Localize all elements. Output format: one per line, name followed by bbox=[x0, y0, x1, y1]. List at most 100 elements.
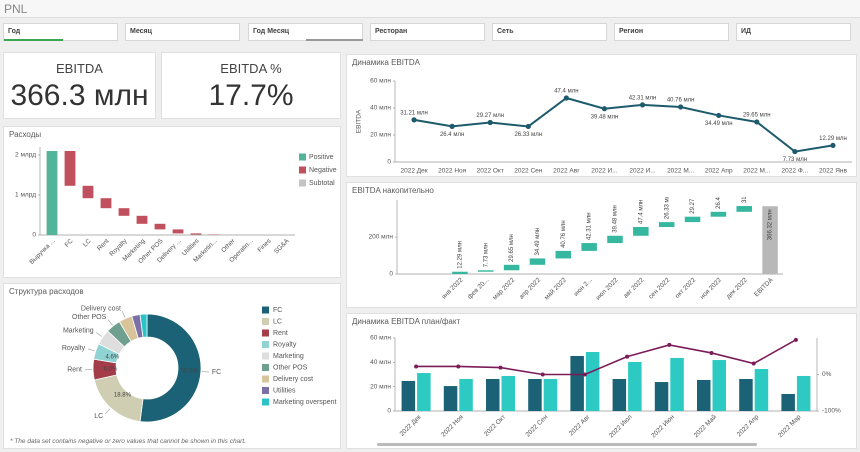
legend-label: Utilities bbox=[273, 387, 296, 394]
legend-swatch bbox=[262, 341, 269, 348]
x-tick-label: дек 2022 bbox=[725, 276, 749, 300]
x-tick-label: 2022 Июн bbox=[650, 413, 676, 439]
data-label: 7.73 млн bbox=[783, 157, 807, 163]
chart: 50.5% FC FC 18.8% LC LC 6.0% Rent Rent 4.6% Royalt… bbox=[62, 305, 336, 423]
bar bbox=[658, 222, 675, 227]
legend-swatch bbox=[299, 153, 306, 161]
data-label: 31.21 млн bbox=[400, 110, 428, 116]
y-tick-label: 0 bbox=[387, 159, 391, 166]
point bbox=[540, 372, 545, 377]
data-label: 7.73 млн bbox=[483, 243, 489, 267]
filter-label: Регион bbox=[619, 28, 644, 35]
chart: 0 20 млн 40 млн 60 млн 0% -100% 2022 Дек 2022 Н… bbox=[370, 335, 841, 440]
filter-label: Год Месяц bbox=[253, 28, 290, 35]
bar bbox=[417, 373, 431, 411]
data-label: 18.8% bbox=[114, 393, 132, 399]
point bbox=[716, 112, 722, 119]
filter[interactable]: Ресторан bbox=[370, 23, 485, 41]
x-tick-label: 2022 Сен bbox=[524, 413, 549, 438]
bar bbox=[459, 379, 473, 411]
point bbox=[830, 142, 836, 149]
data-label: 366.32 млн bbox=[768, 209, 774, 240]
legend-swatch bbox=[262, 329, 269, 337]
bar bbox=[628, 361, 642, 411]
bar bbox=[529, 258, 546, 265]
y-tick-label: 60 млн bbox=[370, 78, 391, 85]
y-tick-label: 0 bbox=[32, 232, 36, 239]
legend-swatch bbox=[262, 387, 269, 394]
leader-line bbox=[105, 408, 111, 415]
filter[interactable]: Год Месяц bbox=[248, 23, 363, 41]
data-label: 4.6% bbox=[105, 354, 119, 360]
kpi-title: EBITDA bbox=[56, 61, 103, 76]
legend-swatch bbox=[299, 166, 306, 174]
point bbox=[667, 342, 672, 347]
leader-line bbox=[87, 348, 95, 352]
filter[interactable]: ИД bbox=[736, 23, 851, 41]
chart: 0 20 млн 40 млн 60 млн EBITDA 31.21 млн 2022 Д… bbox=[356, 78, 852, 175]
chart-title: Динамика EBITDA bbox=[352, 58, 420, 67]
y-tick-label: 40 млн bbox=[370, 359, 391, 366]
filter[interactable]: Регион bbox=[614, 23, 729, 41]
chart: 0 200 млн 12.29 млн янв 2022 7.73 млн фев 20.… bbox=[368, 197, 783, 302]
x-tick-label: 2022 И... bbox=[591, 168, 618, 175]
x-tick-label: 2022 И... bbox=[629, 168, 656, 175]
kpi-value: 17.7% bbox=[208, 79, 294, 112]
bar bbox=[452, 271, 468, 274]
filter[interactable]: Сеть bbox=[492, 23, 607, 41]
data-label: 26.4 млн bbox=[716, 197, 722, 209]
legend-swatch bbox=[262, 398, 269, 406]
slice-label: Delivery cost bbox=[81, 305, 121, 312]
y-tick-label: 1 млрд bbox=[15, 192, 36, 199]
bar bbox=[633, 226, 649, 236]
chart-title: EBITDA накопительно bbox=[352, 186, 434, 195]
bar bbox=[612, 379, 627, 411]
x-tick-label: июл 2022 bbox=[595, 276, 620, 301]
x-tick-label: 2022 Ноя bbox=[440, 413, 465, 438]
x-tick-label: сен 2022 bbox=[647, 276, 671, 300]
bar bbox=[543, 379, 558, 411]
x-tick-label: 2022 Дек bbox=[399, 414, 423, 438]
point bbox=[582, 372, 587, 377]
legend-label: FC bbox=[273, 307, 282, 314]
bar bbox=[485, 379, 500, 411]
data-label: 26.33 млн bbox=[664, 197, 670, 219]
x-tick-label: авг 2022 bbox=[622, 276, 645, 299]
leader-line bbox=[121, 311, 126, 318]
x-tick-label: окт 2022 bbox=[674, 276, 697, 299]
x-tick-label: 2022 М... bbox=[667, 168, 694, 175]
legend-label: Marketing overspent bbox=[273, 399, 336, 406]
slice-label: Other POS bbox=[72, 314, 107, 321]
point bbox=[456, 364, 461, 369]
pie-slice bbox=[139, 313, 202, 423]
x-tick-label: фев 20... bbox=[466, 277, 490, 301]
x-tick-label: 2022 Ноя bbox=[438, 168, 467, 175]
bar bbox=[478, 270, 494, 272]
legend-label: Royalty bbox=[273, 341, 297, 348]
scrollbar[interactable] bbox=[377, 443, 757, 446]
x-tick-label: мар 2022 bbox=[492, 276, 517, 301]
filter[interactable]: Год bbox=[3, 23, 118, 41]
y-tick-label: 60 млн bbox=[370, 335, 391, 342]
data-label: 42.31 млн bbox=[587, 212, 593, 240]
y-tick-label: 20 млн bbox=[370, 132, 391, 139]
y-tick-label: 40 млн bbox=[370, 105, 391, 112]
bar bbox=[781, 393, 795, 411]
y-axis-title: EBITDA bbox=[356, 109, 363, 133]
bar bbox=[684, 216, 701, 223]
data-label: 29.65 млн bbox=[509, 234, 515, 262]
legend-swatch bbox=[262, 364, 269, 371]
data-label: 50.5% bbox=[181, 368, 199, 374]
x-tick-label: SG&A bbox=[273, 237, 291, 255]
filter-label: Год bbox=[8, 28, 21, 35]
y-tick-label: 0 bbox=[387, 408, 391, 415]
x-tick-label: Fines bbox=[256, 237, 273, 254]
point bbox=[525, 123, 531, 130]
data-label: 40.76 млн bbox=[561, 220, 567, 248]
filter-label: Сеть bbox=[497, 28, 514, 35]
filter[interactable]: Месяц bbox=[125, 23, 240, 41]
chart-panel: Динамика EBITDA 0 20 млн 40 млн 60 млн EBITD… bbox=[346, 54, 857, 177]
data-label: 42.31 млн bbox=[629, 95, 657, 101]
bar bbox=[154, 223, 166, 230]
